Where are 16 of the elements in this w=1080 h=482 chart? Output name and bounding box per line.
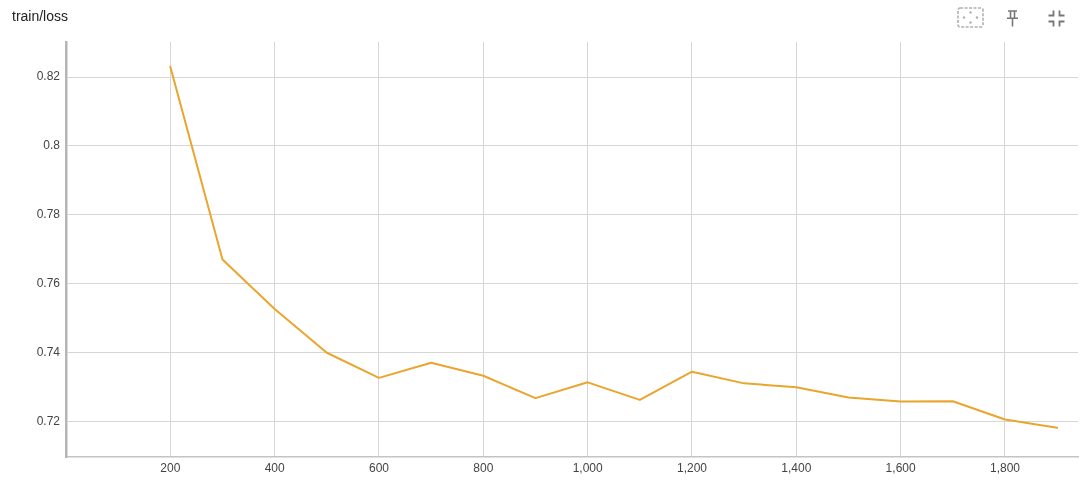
y-tick-label: 0.8 bbox=[43, 138, 61, 153]
y-tick-label: 0.72 bbox=[36, 413, 61, 428]
x-tick-label: 1,800 bbox=[989, 460, 1021, 475]
x-tick-label: 400 bbox=[264, 460, 285, 475]
x-tick-label: 1,200 bbox=[676, 460, 708, 475]
y-tick-label: 0.74 bbox=[36, 344, 61, 359]
x-tick-label: 1,600 bbox=[885, 460, 916, 475]
x-tick-label: 800 bbox=[473, 460, 494, 475]
y-tick-label: 0.82 bbox=[36, 69, 61, 84]
y-tick-label: 0.78 bbox=[36, 207, 61, 222]
x-tick-label: 1,400 bbox=[781, 460, 812, 475]
x-tick-label: 1,000 bbox=[572, 460, 603, 475]
chart-title: train/loss bbox=[12, 8, 69, 24]
x-tick-label: 600 bbox=[368, 460, 390, 475]
x-tick-label: 200 bbox=[160, 460, 181, 475]
y-tick-label: 0.76 bbox=[36, 275, 61, 290]
